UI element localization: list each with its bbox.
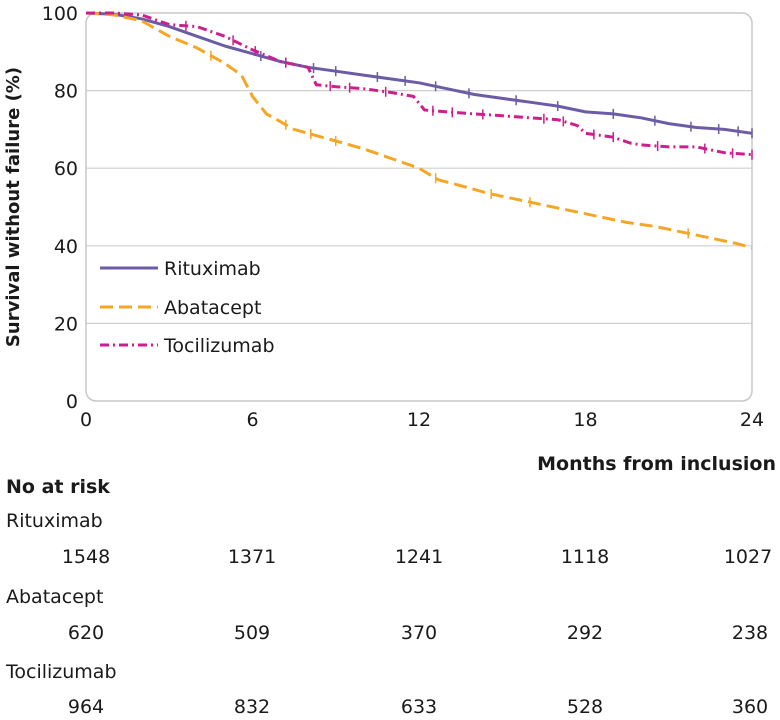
risk-value: 633 — [400, 696, 438, 718]
risk-value: 1118 — [560, 546, 610, 568]
legend: Rituximab Abatacept Tocilizumab — [100, 258, 275, 357]
y-tick-label: 80 — [54, 81, 78, 103]
x-tick-label: 12 — [407, 409, 431, 431]
risk-value: 370 — [400, 622, 438, 644]
risk-value: 292 — [566, 622, 604, 644]
risk-value: 620 — [67, 622, 105, 644]
risk-value: 528 — [566, 696, 604, 718]
legend-label: Rituximab — [164, 258, 261, 280]
plot-frame — [85, 12, 753, 402]
x-tick-label: 0 — [80, 409, 92, 431]
legend-label: Abatacept — [164, 297, 261, 319]
risk-value: 1548 — [61, 546, 111, 568]
risk-value: 964 — [67, 696, 105, 718]
y-axis-label: Survival without failure (%) — [3, 67, 24, 347]
survival-chart: 0 20 40 60 80 100 0 6 12 18 24 Survival without fa… — [3, 3, 764, 431]
risk-row-label: Rituximab — [6, 510, 103, 532]
risk-table-title: No at risk — [6, 476, 110, 498]
risk-value: 1027 — [723, 546, 773, 568]
series-line-tocilizumab — [86, 11, 753, 157]
x-axis-label: Months from inclusion — [537, 453, 776, 475]
y-tick-label: 60 — [54, 158, 78, 180]
risk-value: 832 — [233, 696, 271, 718]
risk-value: 360 — [731, 696, 769, 718]
legend-label: Tocilizumab — [163, 335, 275, 357]
y-tick-label: 100 — [42, 3, 78, 25]
risk-value: 1371 — [227, 546, 277, 568]
risk-row-label: Tocilizumab — [6, 661, 117, 683]
gridlines — [86, 89, 752, 324]
x-tick-label: 18 — [573, 409, 597, 431]
y-tick-label: 40 — [54, 236, 78, 258]
series-layer — [85, 11, 753, 250]
axes: 0 20 40 60 80 100 0 6 12 18 24 — [42, 3, 764, 431]
series-tocilizumab — [86, 11, 753, 160]
series-line-abatacept — [85, 11, 753, 250]
x-tick-label: 24 — [740, 409, 764, 431]
series-rituximab — [85, 11, 753, 139]
y-tick-label: 0 — [66, 391, 78, 413]
series-abatacept — [85, 11, 753, 250]
risk-value: 238 — [731, 622, 769, 644]
risk-row-label: Abatacept — [6, 586, 104, 608]
series-line-rituximab — [85, 11, 753, 135]
risk-value: 509 — [233, 622, 271, 644]
x-tick-label: 6 — [246, 409, 258, 431]
risk-value: 1241 — [394, 546, 444, 568]
y-tick-label: 20 — [54, 313, 78, 335]
